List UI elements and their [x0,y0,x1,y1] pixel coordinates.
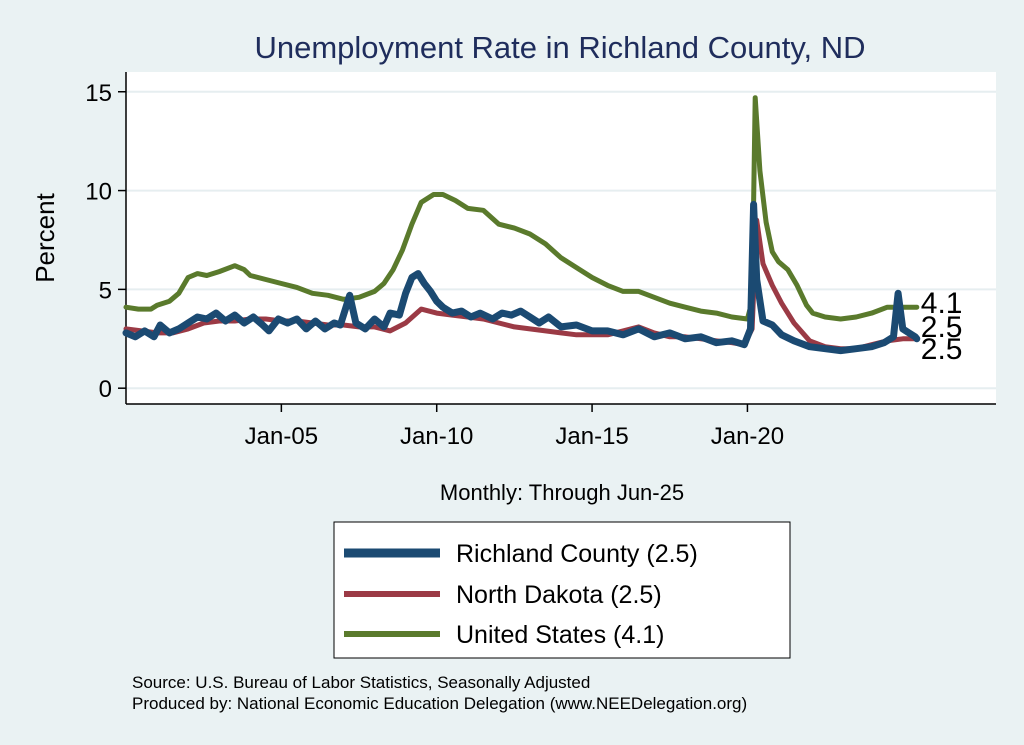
y-tick-label: 10 [85,179,112,206]
end-label: 2.5 [921,333,963,366]
y-ticks: 0 5 10 15 [85,80,126,403]
x-axis-label: Monthly: Through Jun-25 [440,480,684,505]
x-tick-label: Jan-10 [400,423,473,450]
x-tick-label: Jan-20 [711,423,784,450]
y-axis-label: Percent [30,192,60,282]
producer-note: Produced by: National Economic Education… [132,694,747,713]
end-labels: 2.52.54.1 [921,287,963,366]
series-line-2 [123,217,920,352]
legend-label: United States (4.1) [456,621,664,649]
legend-label: Richland County (2.5) [456,540,698,568]
series-line-3 [123,95,920,322]
y-tick-label: 15 [85,80,112,107]
source-note: Source: U.S. Bureau of Labor Statistics,… [132,673,590,692]
grid-lines [126,90,996,390]
x-tick-label: Jan-05 [245,423,318,450]
series-line-1 [122,200,921,355]
end-label: 2.5 [921,311,963,344]
end-label: 4.1 [921,287,963,320]
y-tick-label: 0 [99,376,112,403]
plot-area [126,72,996,404]
series-lines [122,95,921,355]
chart-title: Unemployment Rate in Richland County, ND [254,30,865,65]
x-tick-label: Jan-15 [555,423,628,450]
x-ticks: Jan-05 Jan-10 Jan-15 Jan-20 [245,404,784,450]
legend-label: North Dakota (2.5) [456,581,662,609]
legend: Richland County (2.5) North Dakota (2.5) U… [344,540,698,649]
y-tick-label: 5 [99,277,112,304]
